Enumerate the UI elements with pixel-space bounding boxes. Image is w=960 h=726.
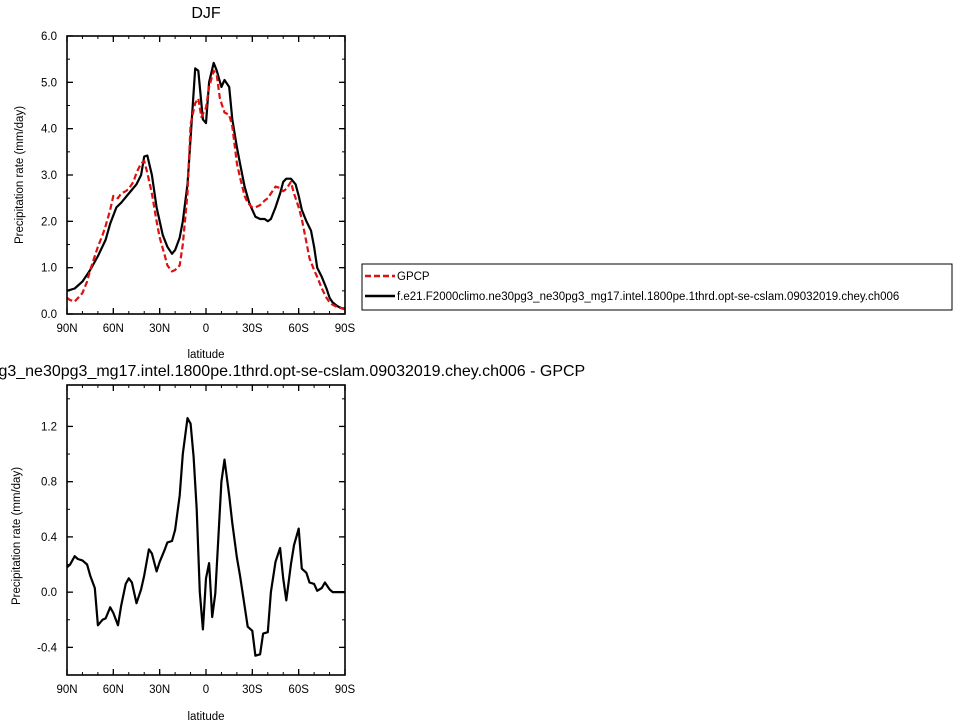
top-series-line-model bbox=[66, 61, 345, 310]
bottom-chart-xlabel: latitude bbox=[187, 711, 224, 723]
top-series-line-gpcp bbox=[66, 69, 346, 311]
top-ytick-label: 0.0 bbox=[41, 309, 57, 321]
top-xtick-label: 90S bbox=[335, 323, 356, 335]
bottom-ytick-label: -0.4 bbox=[37, 642, 57, 654]
top-chart-xlabel: latitude bbox=[187, 349, 224, 361]
bottom-xtick-label: 0 bbox=[203, 684, 209, 696]
bottom-xtick-label: 30N bbox=[149, 684, 170, 696]
bottom-chart-title: f.e21.F2000climo.ne30pg3_ne30pg3_mg17.in… bbox=[0, 363, 585, 380]
top-ytick-label: 4.0 bbox=[41, 124, 57, 136]
top-xtick-label: 30N bbox=[149, 323, 170, 335]
bottom-ytick-label: 1.2 bbox=[41, 421, 57, 433]
top-xtick-label: 90N bbox=[56, 323, 77, 335]
top-chart-ylabel: Precipitation rate (mm/day) bbox=[14, 106, 26, 244]
bottom-xtick-label: 30S bbox=[242, 684, 263, 696]
top-chart-title: DJF bbox=[191, 5, 221, 22]
legend-gpcp-label: GPCP bbox=[397, 271, 430, 283]
bottom-plot-frame bbox=[66, 384, 346, 676]
top-xtick-label: 60N bbox=[103, 323, 124, 335]
bottom-ytick-label: 0.0 bbox=[41, 587, 57, 599]
bottom-ytick-label: 0.8 bbox=[41, 477, 57, 489]
bottom-chart-ylabel: Precipitation rate (mm/day) bbox=[11, 467, 23, 605]
top-ytick-label: 3.0 bbox=[41, 170, 57, 182]
bottom-chart-panel: f.e21.F2000climo.ne30pg3_ne30pg3_mg17.in… bbox=[0, 363, 585, 723]
top-ytick-label: 5.0 bbox=[41, 77, 57, 89]
legend-box bbox=[361, 263, 953, 311]
top-ytick-label: 1.0 bbox=[41, 263, 57, 275]
bottom-xtick-label: 60N bbox=[103, 684, 124, 696]
top-xtick-label: 60S bbox=[288, 323, 309, 335]
bottom-ytick-label: 0.4 bbox=[41, 532, 58, 544]
bottom-series-line-difference bbox=[66, 417, 345, 657]
legend: GPCP f.e21.F2000climo.ne30pg3_ne30pg3_mg… bbox=[361, 263, 953, 311]
legend-model-label: f.e21.F2000climo.ne30pg3_ne30pg3_mg17.in… bbox=[397, 291, 899, 303]
bottom-xtick-label: 90N bbox=[56, 684, 77, 696]
bottom-xtick-label: 60S bbox=[288, 684, 309, 696]
top-chart-panel: DJF Precipitation rate (mm/day) latitude… bbox=[14, 5, 356, 361]
top-ytick-label: 6.0 bbox=[41, 31, 57, 43]
top-xtick-label: 30S bbox=[242, 323, 263, 335]
top-ytick-label: 2.0 bbox=[41, 216, 57, 228]
bottom-xtick-label: 90S bbox=[335, 684, 356, 696]
top-plot-frame bbox=[66, 35, 346, 315]
top-xtick-label: 0 bbox=[203, 323, 209, 335]
